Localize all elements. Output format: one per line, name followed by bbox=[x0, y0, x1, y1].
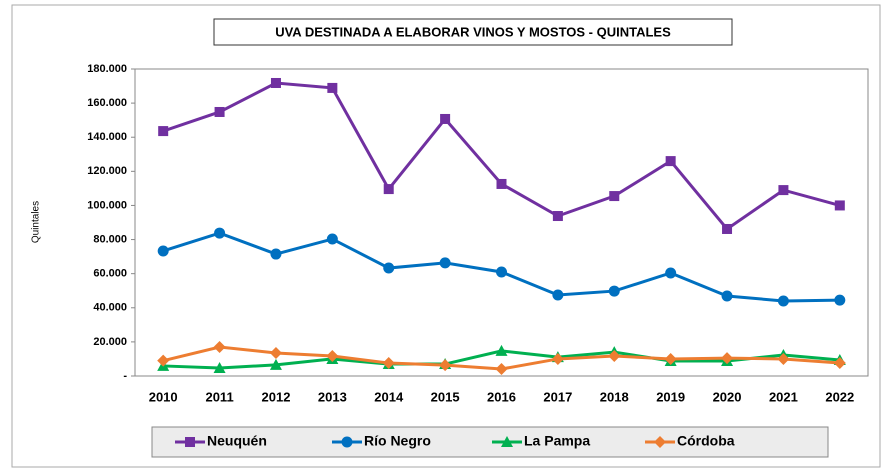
x-tick-label: 2012 bbox=[262, 389, 291, 404]
legend-marker bbox=[341, 436, 353, 448]
plot-area bbox=[134, 68, 869, 377]
legend-label: Córdoba bbox=[677, 433, 735, 449]
y-tick-label: 100.000 bbox=[87, 199, 127, 211]
legend-marker bbox=[654, 436, 666, 448]
marker bbox=[214, 106, 225, 117]
marker bbox=[439, 257, 451, 269]
marker bbox=[327, 82, 338, 93]
marker bbox=[157, 354, 170, 367]
legend-label: Río Negro bbox=[364, 433, 431, 449]
marker bbox=[721, 352, 734, 365]
marker bbox=[834, 294, 846, 306]
y-tick-label: 80.000 bbox=[93, 233, 127, 245]
x-tick-label: 2017 bbox=[543, 389, 572, 404]
marker bbox=[326, 350, 339, 363]
marker bbox=[665, 267, 677, 279]
x-tick-label: 2016 bbox=[487, 389, 516, 404]
marker bbox=[158, 126, 169, 137]
marker bbox=[270, 248, 282, 260]
legend-label: La Pampa bbox=[524, 433, 590, 449]
legend-label: Neuquén bbox=[207, 433, 267, 449]
marker bbox=[777, 352, 790, 365]
marker bbox=[326, 233, 338, 245]
x-tick-label: 2018 bbox=[600, 389, 629, 404]
x-tick-label: 2019 bbox=[656, 389, 685, 404]
marker bbox=[609, 191, 620, 202]
marker bbox=[496, 178, 507, 189]
y-tick-label: 140.000 bbox=[87, 131, 127, 143]
marker bbox=[722, 223, 733, 234]
marker bbox=[664, 352, 677, 365]
title-box bbox=[213, 18, 733, 46]
chart-title: UVA DESTINADA A ELABORAR VINOS Y MOSTOS … bbox=[275, 24, 671, 39]
marker bbox=[833, 357, 846, 370]
y-tick-label: 20.000 bbox=[93, 336, 127, 348]
marker bbox=[383, 184, 394, 195]
marker bbox=[834, 200, 845, 211]
x-tick-label: 2013 bbox=[318, 389, 347, 404]
marker bbox=[383, 262, 395, 274]
marker bbox=[608, 285, 620, 297]
legend-marker bbox=[185, 437, 195, 447]
marker bbox=[214, 227, 226, 239]
marker bbox=[440, 113, 451, 124]
marker bbox=[269, 358, 282, 370]
marker bbox=[778, 185, 789, 196]
marker bbox=[495, 344, 508, 356]
marker bbox=[213, 361, 226, 373]
marker bbox=[665, 156, 676, 167]
y-tick-label: 120.000 bbox=[87, 165, 127, 177]
y-tick-label: 160.000 bbox=[87, 97, 127, 109]
x-tick-label: 2022 bbox=[825, 389, 854, 404]
x-tick-label: 2021 bbox=[769, 389, 798, 404]
marker bbox=[213, 341, 226, 354]
marker bbox=[269, 346, 282, 359]
marker bbox=[552, 289, 564, 301]
marker bbox=[551, 352, 564, 365]
legend-box bbox=[151, 426, 829, 458]
marker bbox=[496, 266, 507, 278]
marker bbox=[777, 295, 789, 307]
y-tick-label: 180.000 bbox=[87, 63, 127, 75]
marker bbox=[495, 363, 508, 376]
marker bbox=[552, 211, 563, 222]
x-tick-label: 2011 bbox=[205, 389, 233, 404]
y-tick-label: - bbox=[123, 370, 127, 382]
x-tick-label: 2010 bbox=[149, 389, 178, 404]
marker bbox=[157, 245, 169, 257]
x-tick-label: 2015 bbox=[431, 389, 460, 404]
marker bbox=[721, 290, 733, 302]
marker bbox=[439, 359, 452, 372]
x-tick-label: 2020 bbox=[713, 389, 742, 404]
y-axis-label: Quintales bbox=[31, 201, 42, 243]
marker bbox=[608, 350, 621, 363]
marker bbox=[382, 357, 395, 370]
marker bbox=[270, 77, 281, 88]
x-tick-label: 2014 bbox=[374, 389, 404, 404]
y-tick-label: 40.000 bbox=[93, 302, 127, 314]
y-tick-label: 60.000 bbox=[93, 268, 127, 280]
legend-marker bbox=[501, 436, 513, 447]
